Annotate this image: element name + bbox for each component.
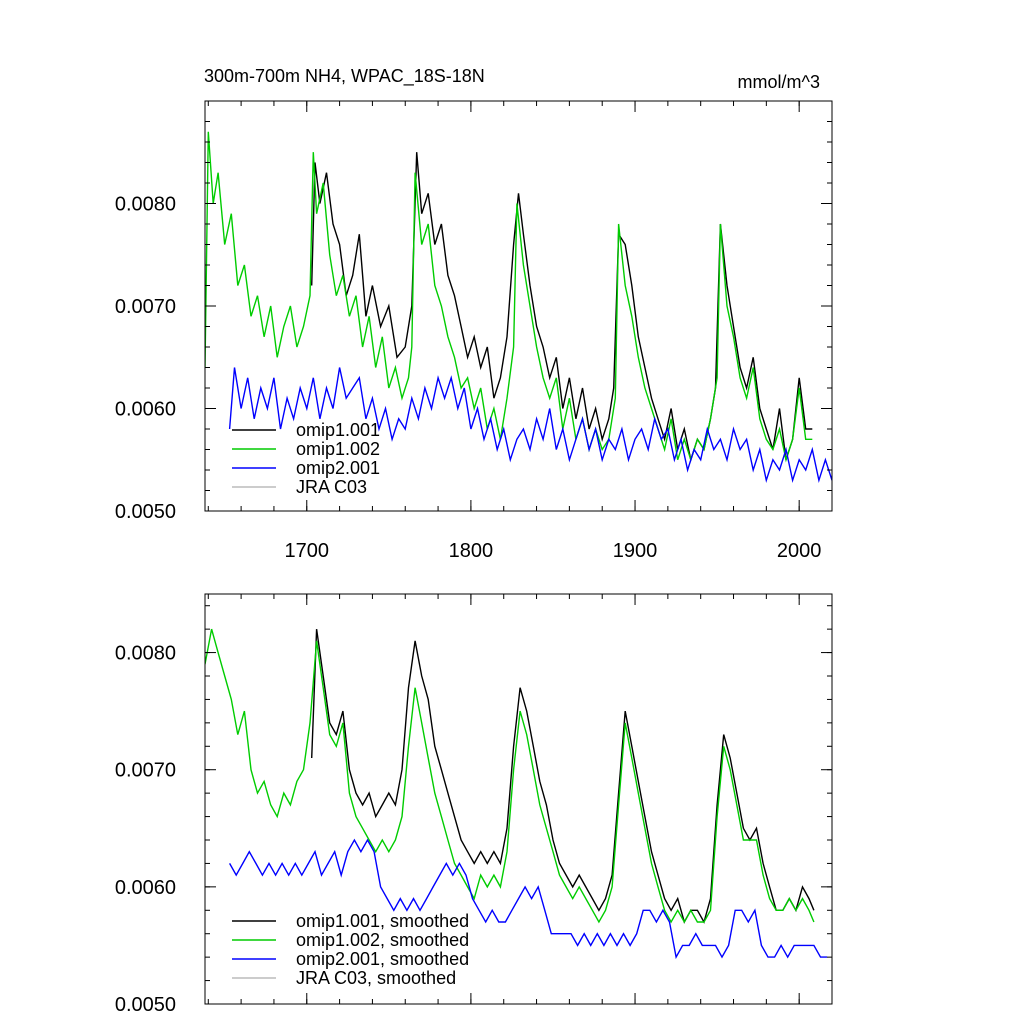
series-line-omip1-002 xyxy=(205,131,813,463)
bottom-ytick-label: 0.0080 xyxy=(115,643,176,665)
legend-label-omip2-001-smoothed: omip2.001, smoothed xyxy=(296,949,469,969)
bottom-ytick-label: 0.0060 xyxy=(115,877,176,899)
series-line-omip1-002-smoothed xyxy=(205,628,815,924)
top-panel: 300m-700m NH4, WPAC_18S-18N mmol/m^3 170… xyxy=(115,66,833,562)
series-line-omip2-001-smoothed xyxy=(228,838,828,960)
legend-label-omip1-002-smoothed: omip1.002, smoothed xyxy=(296,930,469,950)
top-xtick-label: 1900 xyxy=(613,540,658,562)
bottom-plot-frame xyxy=(204,593,833,1005)
bottom-panel: 0.0050 0.0060 0.0070 0.0080 omip1.001, smoo… xyxy=(115,593,833,1016)
legend-label-omip1-002: omip1.002 xyxy=(296,439,380,459)
top-xtick-label: 1800 xyxy=(449,540,494,562)
series-line-omip2-001 xyxy=(228,367,832,484)
top-units-label: mmol/m^3 xyxy=(738,72,820,92)
bottom-ytick-label: 0.0050 xyxy=(115,994,176,1016)
bottom-series-layer xyxy=(205,628,828,960)
top-ytick-label: 0.0060 xyxy=(115,399,176,421)
top-ytick-label: 0.0070 xyxy=(115,296,176,318)
legend-label-omip1-001-smoothed: omip1.001, smoothed xyxy=(296,911,469,931)
legend-label-omip1-001: omip1.001 xyxy=(296,420,380,440)
top-ytick-label: 0.0050 xyxy=(115,501,176,523)
legend-label-jra-c03-smoothed: JRA C03, smoothed xyxy=(296,968,456,988)
bottom-axes: 0.0050 0.0060 0.0070 0.0080 xyxy=(115,594,833,1016)
top-chart-title: 300m-700m NH4, WPAC_18S-18N xyxy=(204,66,485,87)
top-ytick-label: 0.0080 xyxy=(115,194,176,216)
legend-label-omip2-001: omip2.001 xyxy=(296,458,380,478)
top-series-layer xyxy=(205,131,832,484)
top-axes: 1700 1800 1900 2000 0.0050 0.0060 0.0070 0.0080 xyxy=(115,100,833,562)
bottom-ytick-label: 0.0070 xyxy=(115,760,176,782)
top-plot-frame xyxy=(204,100,833,512)
legend-label-jra-c03: JRA C03 xyxy=(296,477,367,497)
top-xtick-label: 2000 xyxy=(777,540,822,562)
series-line-omip1-001-smoothed xyxy=(311,629,815,924)
top-xtick-label: 1700 xyxy=(285,540,330,562)
series-line-omip1-001 xyxy=(311,152,813,463)
